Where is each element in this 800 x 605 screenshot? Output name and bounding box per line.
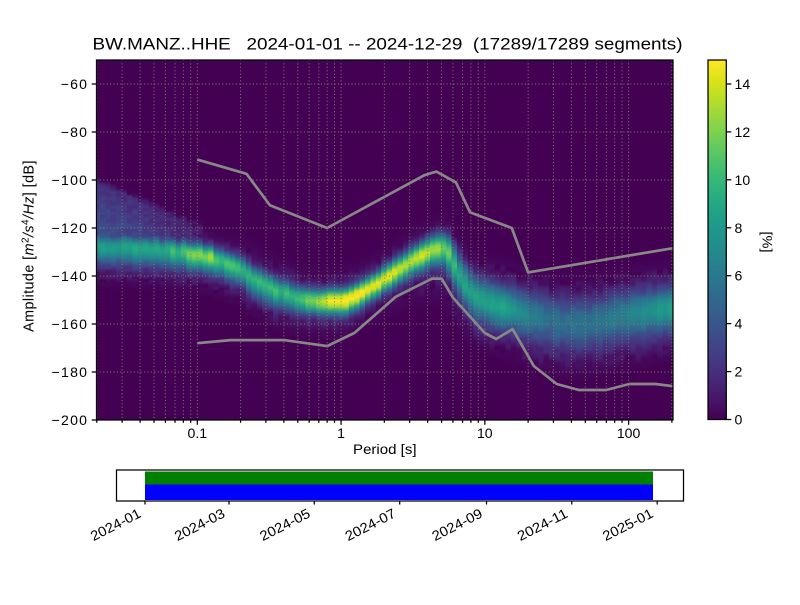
svg-text:8: 8 [735,220,743,236]
svg-text:−180: −180 [52,364,88,380]
svg-text:10: 10 [735,172,751,188]
svg-text:−60: −60 [61,76,87,92]
svg-text:−140: −140 [52,268,88,284]
svg-text:−120: −120 [52,220,88,236]
svg-text:[%]: [%] [760,232,775,253]
svg-text:−80: −80 [61,124,87,140]
svg-text:6: 6 [735,268,743,284]
svg-text:0.1: 0.1 [188,425,208,441]
svg-text:Period [s]: Period [s] [353,442,417,457]
svg-text:12: 12 [735,124,751,140]
svg-text:1: 1 [337,425,345,441]
svg-text:4: 4 [735,316,743,332]
svg-text:10: 10 [477,425,493,441]
svg-text:100: 100 [617,425,641,441]
svg-text:0: 0 [735,412,743,428]
svg-text:−160: −160 [52,316,88,332]
svg-text:−100: −100 [52,172,88,188]
svg-text:14: 14 [735,76,751,92]
svg-text:2: 2 [735,364,743,380]
svg-text:Amplitude [m2/s4/Hz] [dB]: Amplitude [m2/s4/Hz] [dB] [21,160,38,332]
svg-text:BW.MANZ..HHE 2024-01-01 -- 2: BW.MANZ..HHE 2024-01-01 -- 2024-12-29 (1… [93,34,683,53]
svg-text:−200: −200 [52,412,88,428]
